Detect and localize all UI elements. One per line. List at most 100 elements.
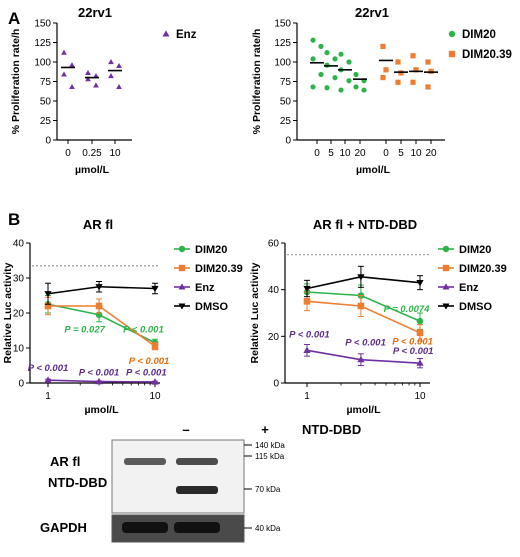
b-right-title: AR fl + NTD-DBD — [313, 217, 417, 232]
a-right-x-tick-label: 10 — [410, 148, 422, 159]
b-left-legend-label: DMSO — [195, 301, 228, 313]
a-left-y-tick-label: 100 — [34, 58, 51, 69]
a-right-x-tick-label: 0 — [314, 148, 320, 159]
b-right-data-point — [416, 329, 424, 337]
a-right-y-label: % Proliferation rate/h — [251, 29, 263, 135]
a-right-data-point — [380, 75, 386, 81]
chart-b-right: AR fl + NTD-DBD 0 20 40 60 Relative Luc activ… — [249, 217, 507, 416]
b-right-data-point — [357, 302, 365, 310]
blot-row-label-ntd-dbd: NTD-DBD — [48, 475, 107, 490]
a-right-y-tick-label: 0 — [285, 136, 291, 147]
a-left-y-tick-label: 25 — [40, 116, 52, 127]
b-left-p-value: P < 0.001 — [126, 367, 167, 378]
a-right-legend-label: DIM20 — [462, 29, 496, 41]
a-right-data-point — [425, 84, 431, 90]
a-right-data-point — [383, 67, 389, 73]
a-right-legend-marker — [448, 30, 456, 38]
b-right-y-tick-label: 0 — [273, 379, 279, 390]
b-right-p-value: P < 0.001 — [345, 338, 386, 349]
b-right-p-value: P < 0.001 — [289, 330, 330, 341]
a-right-y-tick-label: 100 — [274, 58, 291, 69]
a-right-y-tick-label: 75 — [280, 77, 292, 88]
band-ar-fl-lane2 — [176, 458, 218, 465]
a-left-y-tick-label: 125 — [34, 38, 51, 49]
a-right-data-point — [395, 79, 401, 85]
a-left-data-point — [116, 62, 122, 68]
a-left-x-tick-label: 10 — [109, 148, 121, 159]
a-left-legend-label: Enz — [176, 29, 197, 41]
b-left-data-point — [44, 376, 52, 383]
b-right-legend-marker — [442, 283, 450, 290]
a-left-data-point — [108, 73, 114, 79]
a-left-x-tick-label: 0.25 — [82, 148, 102, 159]
a-left-y-tick-label: 0 — [45, 136, 51, 147]
b-right-data-point — [303, 285, 311, 293]
b-right-legend-marker — [442, 303, 450, 310]
b-left-legend-marker — [178, 245, 186, 253]
a-right-data-point — [413, 67, 419, 73]
blot-condition-label: NTD-DBD — [302, 422, 361, 437]
b-right-series-line — [306, 276, 421, 290]
b-right-y-tick-label: 20 — [268, 332, 280, 343]
a-left-data-point — [69, 62, 75, 68]
band-gapdh-lane2 — [174, 522, 220, 533]
a-right-data-point — [380, 43, 386, 49]
b-left-y-tick-label: 40 — [13, 239, 25, 250]
b-left-p-value: P < 0.001 — [129, 356, 170, 367]
b-right-data-point — [416, 359, 424, 366]
a-right-data-point — [318, 43, 324, 50]
a-right-data-point — [346, 59, 352, 65]
b-left-legend-marker — [178, 264, 186, 272]
band-gapdh-lane1 — [122, 522, 168, 533]
b-left-p-value: P = 0.027 — [64, 324, 105, 335]
band-ar-fl-lane1 — [124, 458, 166, 465]
b-right-y-tick-label: 60 — [268, 239, 280, 250]
a-right-data-point — [353, 71, 359, 78]
b-left-legend-label: Enz — [195, 282, 215, 294]
a-right-x-tick-label: 20 — [354, 148, 366, 159]
b-left-data-point — [95, 284, 103, 291]
b-right-legend-label: DIM20 — [459, 244, 491, 256]
b-right-legend-label: Enz — [459, 282, 479, 294]
blot-row-label-ar-fl: AR fl — [50, 454, 80, 469]
blot-row-label-gapdh: GAPDH — [40, 520, 87, 535]
b-left-data-point — [95, 302, 103, 310]
a-left-title: 22rv1 — [78, 5, 112, 20]
chart-b-left: AR fl 0 10 20 30 40 Relative Luc activity 1 10 µm… — [2, 217, 243, 416]
b-right-legend-label: DIM20.39 — [459, 263, 507, 275]
panel-label-a: A — [8, 9, 20, 28]
b-right-y-label: Relative Luc activity — [249, 262, 261, 363]
b-left-series-line — [47, 285, 156, 295]
b-left-p-value: P < 0.001 — [123, 324, 164, 335]
b-left-p-value: P < 0.001 — [28, 363, 69, 374]
a-right-data-point — [324, 85, 330, 91]
b-left-x-tick-label: 10 — [149, 391, 161, 402]
a-right-y-tick-label: 50 — [280, 97, 292, 108]
b-left-y-tick-label: 30 — [13, 274, 25, 285]
a-right-x-tick-label: 10 — [339, 148, 351, 159]
marker-label-40: 40 kDa — [255, 524, 281, 533]
b-left-y-tick-label: 0 — [18, 379, 24, 390]
b-left-y-tick-label: 20 — [13, 309, 25, 320]
b-right-data-point — [357, 274, 365, 281]
b-left-legend-label: DIM20 — [195, 244, 227, 256]
b-right-p-value: P < 0.001 — [392, 337, 433, 348]
lane-label-minus: – — [182, 422, 189, 437]
a-right-data-point — [324, 50, 330, 56]
b-left-x-tick-label: 1 — [45, 391, 51, 402]
a-left-data-point — [116, 83, 122, 90]
b-left-data-point — [95, 377, 103, 385]
a-right-data-point — [332, 75, 338, 81]
a-left-data-point — [69, 83, 75, 90]
a-right-x-tick-label: 0 — [383, 148, 389, 159]
b-left-data-point — [151, 342, 159, 350]
a-right-data-point — [425, 59, 431, 65]
a-right-data-point — [361, 87, 367, 93]
b-right-data-point — [416, 317, 424, 325]
a-right-x-tick-label: 20 — [425, 148, 437, 159]
a-right-data-point — [410, 79, 416, 85]
b-right-legend-marker — [442, 245, 450, 253]
